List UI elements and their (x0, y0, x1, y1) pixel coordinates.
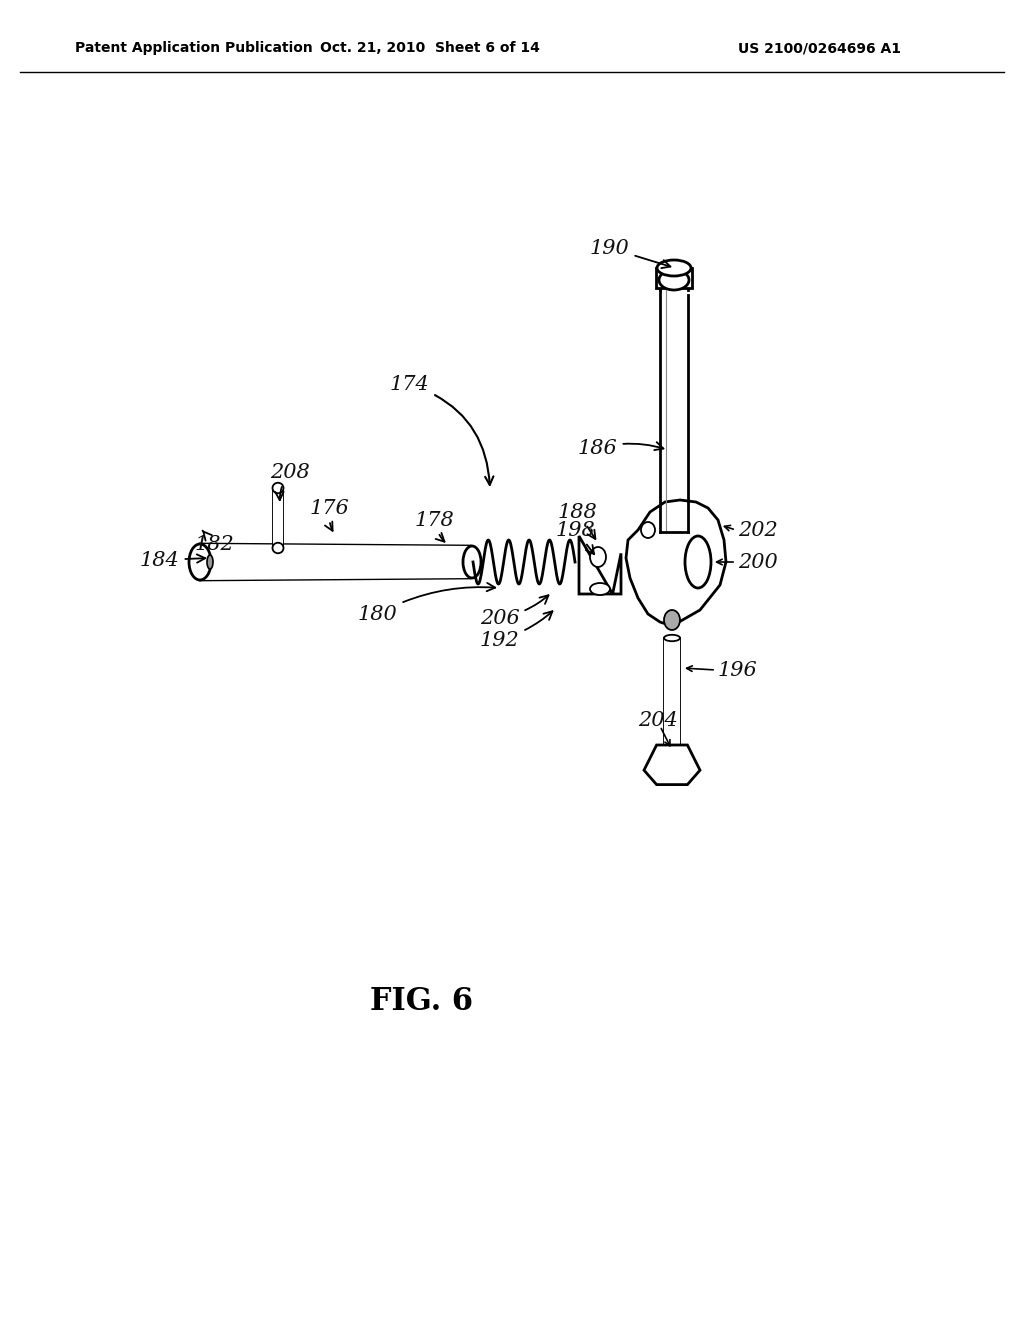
Text: 176: 176 (310, 499, 350, 531)
Text: 202: 202 (738, 520, 778, 540)
Text: 200: 200 (738, 553, 778, 572)
Text: 186: 186 (578, 438, 664, 458)
Text: 184: 184 (140, 550, 205, 569)
Ellipse shape (664, 610, 680, 630)
Text: US 2100/0264696 A1: US 2100/0264696 A1 (738, 41, 901, 55)
Ellipse shape (272, 483, 284, 494)
Text: 188: 188 (558, 503, 598, 539)
Text: 180: 180 (358, 583, 496, 623)
Ellipse shape (664, 635, 680, 642)
Ellipse shape (659, 271, 689, 290)
Text: 196: 196 (718, 660, 758, 680)
Text: 206: 206 (480, 595, 549, 627)
Text: 190: 190 (590, 239, 671, 268)
Text: 174: 174 (390, 375, 494, 484)
Text: FIG. 6: FIG. 6 (370, 986, 473, 1016)
Ellipse shape (641, 521, 655, 539)
Ellipse shape (272, 543, 284, 553)
Text: Patent Application Publication: Patent Application Publication (75, 41, 312, 55)
Text: 182: 182 (195, 531, 234, 554)
Polygon shape (273, 488, 283, 548)
Ellipse shape (207, 554, 213, 569)
Ellipse shape (189, 544, 211, 579)
Polygon shape (626, 500, 726, 626)
Text: 204: 204 (638, 710, 678, 730)
Polygon shape (664, 638, 680, 758)
Polygon shape (579, 536, 621, 594)
Text: 208: 208 (270, 462, 309, 500)
Text: Oct. 21, 2010  Sheet 6 of 14: Oct. 21, 2010 Sheet 6 of 14 (321, 41, 540, 55)
Ellipse shape (590, 546, 606, 568)
Ellipse shape (685, 536, 711, 587)
Polygon shape (656, 268, 692, 288)
Polygon shape (200, 544, 472, 579)
Text: 178: 178 (415, 511, 455, 541)
Ellipse shape (463, 546, 481, 578)
Ellipse shape (657, 260, 691, 276)
Ellipse shape (590, 583, 610, 595)
Text: 198: 198 (556, 520, 596, 554)
Text: 192: 192 (480, 611, 553, 649)
Polygon shape (644, 744, 700, 784)
Polygon shape (660, 288, 688, 532)
